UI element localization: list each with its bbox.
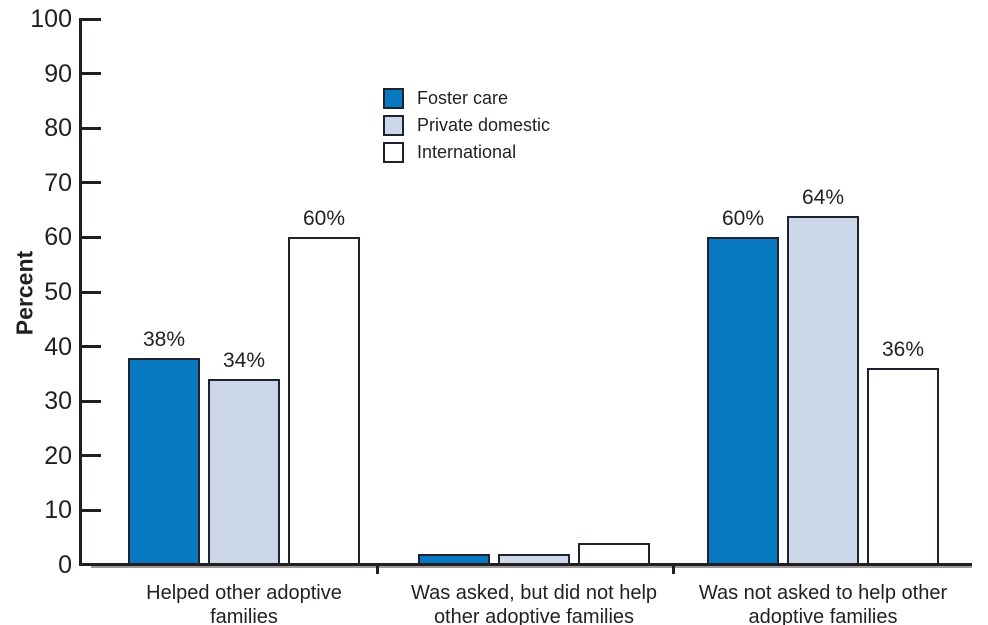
y-axis-tick <box>79 17 101 21</box>
international-bar-value-group-1: 60% <box>302 207 346 231</box>
legend-label: Private domestic <box>417 115 551 135</box>
y-tick-label: 90 <box>44 59 72 88</box>
y-tick-label: 20 <box>44 441 72 470</box>
chart-legend: Foster care Private domestic International <box>383 88 550 169</box>
y-axis-tick <box>79 126 101 130</box>
foster-care-bar-group-1 <box>128 357 200 565</box>
international-bar-value-group-3: 36% <box>881 338 925 362</box>
y-tick-label: 60 <box>44 223 72 252</box>
y-axis-tick <box>79 399 101 403</box>
category-label-line: families <box>210 606 278 625</box>
international-bar-group-3 <box>867 368 939 565</box>
private-domestic-bar-value-group-1: 34% <box>222 349 266 373</box>
y-tick-label: 30 <box>44 387 72 416</box>
legend-item-foster-care: Foster care <box>383 88 550 109</box>
legend-item-private-domestic: Private domestic <box>383 115 550 136</box>
y-axis-tick <box>79 181 101 185</box>
y-tick-label: 40 <box>44 332 72 361</box>
private-domestic-swatch-icon <box>383 115 404 136</box>
y-axis-tick <box>79 454 101 458</box>
category-label-helped-other-adoptive-families: Helped other adoptive families <box>64 581 424 625</box>
foster-care-bar-value-group-1: 38% <box>142 327 186 351</box>
private-domestic-bar-group-3 <box>787 215 859 565</box>
x-axis-group-tick <box>376 566 379 574</box>
category-label-line: Was not asked to help other <box>698 582 948 604</box>
international-bar-group-1 <box>288 237 360 565</box>
y-tick-label: 80 <box>44 114 72 143</box>
y-tick-label: 100 <box>30 5 72 33</box>
x-axis-group-tick <box>672 566 675 574</box>
y-axis-tick <box>79 290 101 294</box>
legend-label: International <box>417 142 517 162</box>
y-axis-tick <box>79 345 101 349</box>
foster-care-bar-value-group-3: 60% <box>721 207 765 231</box>
y-tick-label: 0 <box>58 551 72 579</box>
foster-care-bar-group-3 <box>707 237 779 565</box>
category-label-line: other adoptive families <box>433 606 635 625</box>
category-label-line: Helped other adoptive <box>146 582 342 604</box>
y-axis-tick <box>79 72 101 76</box>
category-label-was-not-asked-to-help-other-adoptive-families: Was not asked to help other adoptive fami… <box>643 581 988 625</box>
category-label-was-asked-but-did-not-help-other-adoptive-families: Was asked, but did not help other adoptiv… <box>354 581 714 625</box>
legend-label: Foster care <box>417 88 509 108</box>
y-tick-label: 10 <box>44 496 72 525</box>
private-domestic-bar-group-1 <box>208 379 280 565</box>
category-label-line: adoptive families <box>748 606 898 625</box>
foster-care-bar-group-2 <box>418 554 490 565</box>
foster-care-swatch-icon <box>383 88 404 109</box>
baseline-shadow <box>91 566 972 568</box>
y-tick-label: 70 <box>44 168 72 197</box>
y-axis-tick <box>79 508 101 512</box>
y-axis-tick <box>79 235 101 239</box>
legend-item-international: International <box>383 142 550 163</box>
international-swatch-icon <box>383 142 404 163</box>
private-domestic-bar-group-2 <box>498 554 570 565</box>
international-bar-group-2 <box>578 543 650 565</box>
private-domestic-bar-value-group-3: 64% <box>801 185 845 209</box>
x-axis-baseline <box>79 563 972 566</box>
y-tick-label: 50 <box>44 278 72 306</box>
category-label-line: Was asked, but did not help <box>410 582 658 604</box>
